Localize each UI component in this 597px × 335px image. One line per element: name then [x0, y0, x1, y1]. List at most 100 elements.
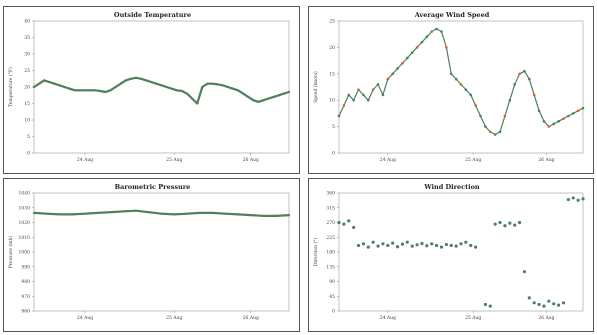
data-point [508, 221, 512, 225]
data-point [474, 245, 478, 249]
data-point [257, 100, 260, 103]
y-tick-label: 970 [21, 294, 30, 300]
data-point [150, 80, 153, 84]
x-tick-label: 26 Aug [243, 315, 259, 321]
y-tick-label: 15 [24, 101, 30, 107]
data-point [96, 211, 99, 215]
data-point [488, 130, 492, 134]
data-point [376, 244, 380, 248]
data-point [249, 214, 252, 217]
wind-direction-chart-svg: Wind Direction 360 315 270 225 180 135 90 45 0 24 … [312, 183, 585, 321]
data-point [337, 220, 341, 225]
y-tick-label: 315 [326, 205, 335, 211]
data-point [464, 240, 468, 244]
data-point [523, 69, 526, 73]
data-point [63, 85, 66, 89]
data-point [469, 93, 473, 97]
data-point [68, 87, 71, 90]
plot-frame [33, 20, 290, 154]
data-point [542, 304, 546, 308]
pressure-chart: Barometric Pressure 1040 1030 1020 1010 1000 9… [3, 178, 300, 332]
x-tick-label: 25 Aug [166, 315, 182, 321]
plot-frame [33, 192, 290, 312]
data-point [180, 89, 183, 93]
data-point [581, 197, 585, 201]
data-point [547, 299, 551, 303]
data-point [547, 125, 551, 128]
data-point [571, 112, 575, 115]
data-point [89, 89, 92, 92]
data-point [449, 243, 453, 248]
chart-title: Barometric Pressure [115, 183, 191, 191]
data-point [405, 240, 409, 244]
y-tick-label: 20 [24, 85, 30, 91]
y-tick-label: 30 [24, 52, 30, 58]
data-point [420, 40, 424, 44]
y-tick-label: 90 [329, 279, 335, 285]
y-tick-label: 1020 [19, 220, 31, 226]
data-point [32, 211, 36, 215]
y-tick-label: 1030 [19, 205, 31, 211]
data-point [347, 93, 351, 97]
data-point [498, 220, 502, 225]
data-point [493, 222, 497, 226]
data-point [517, 220, 522, 225]
y-tick-label: 225 [326, 235, 335, 241]
data-point [201, 85, 204, 89]
data-point [552, 122, 556, 126]
data-point [83, 89, 87, 92]
y-tick-label: 35 [24, 35, 30, 41]
data-point [287, 214, 291, 217]
data-point [391, 241, 395, 245]
data-point [454, 244, 458, 248]
data-point [104, 90, 107, 94]
data-point [508, 98, 512, 102]
data-point [527, 296, 531, 300]
data-point [109, 89, 112, 92]
data-point [175, 89, 178, 92]
data-point [48, 80, 51, 84]
data-point [581, 106, 585, 110]
data-point [160, 212, 163, 215]
data-point [503, 224, 507, 228]
data-point [109, 211, 112, 214]
chart-title: Average Wind Speed [414, 11, 490, 19]
data-point [147, 211, 150, 214]
data-point [439, 245, 444, 249]
data-point [99, 89, 102, 93]
y-tick-label: 10 [329, 98, 335, 104]
data-point [236, 213, 240, 216]
data-point [366, 245, 370, 249]
temperature-chart: Outside Temperature 40 35 30 25 20 15 10 5 0 24 Au… [3, 6, 300, 174]
data-point [557, 303, 561, 307]
data-point [352, 98, 355, 102]
data-point [391, 72, 394, 76]
data-point [503, 114, 507, 118]
y-tick-label: 0 [332, 151, 335, 157]
data-point [435, 27, 438, 31]
y-tick-label: 5 [27, 134, 30, 140]
data-point [361, 242, 365, 246]
data-point [562, 117, 565, 120]
data-point [185, 92, 189, 95]
chart-title: Wind Direction [423, 183, 480, 191]
y-tick-label: 960 [21, 309, 30, 315]
y-axis-label: Direction (°) [312, 238, 319, 267]
data-point [430, 30, 434, 33]
y-tick-label: 135 [326, 264, 335, 270]
data-point [247, 95, 250, 98]
data-point [356, 243, 361, 248]
data-point [38, 82, 41, 85]
data-point [226, 85, 229, 89]
data-point [376, 83, 380, 86]
y-tick-label: 1000 [19, 250, 31, 256]
data-point [224, 212, 227, 215]
data-point [537, 302, 541, 307]
y-tick-label: 40 [24, 19, 30, 25]
data-point [484, 125, 487, 128]
data-point [459, 83, 463, 86]
data-point [395, 245, 400, 249]
data-point [206, 82, 209, 85]
data-point [272, 95, 275, 98]
x-tick-label: 25 Aug [166, 157, 182, 163]
